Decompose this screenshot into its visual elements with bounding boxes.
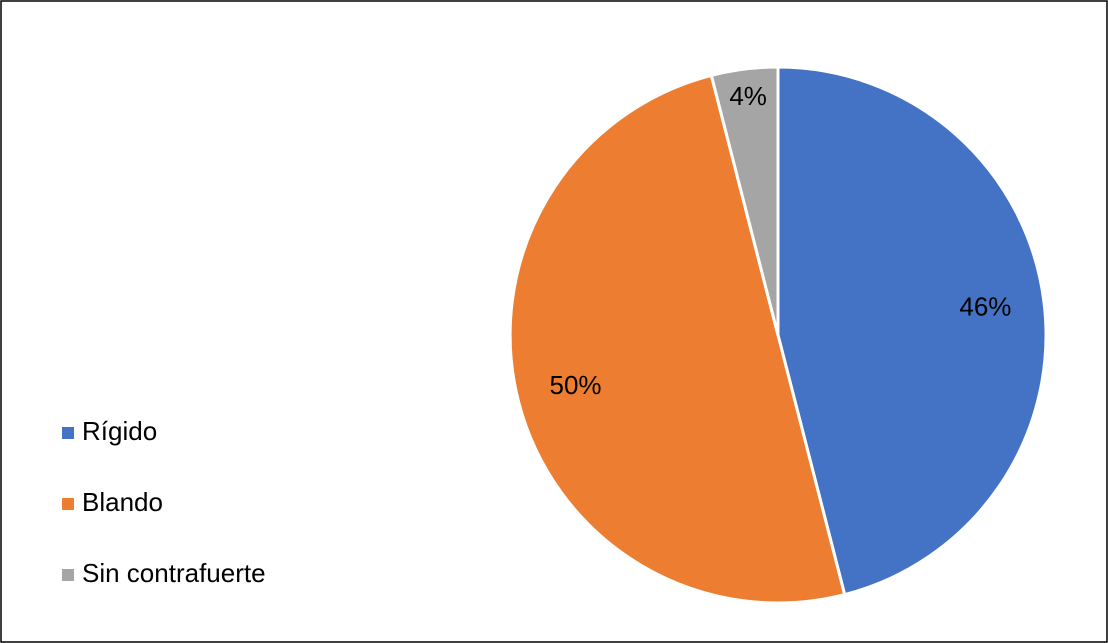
legend-label: Blando — [82, 487, 163, 517]
legend-label: Rígido — [82, 416, 157, 446]
legend-label: Sin contrafuerte — [82, 558, 266, 588]
pie-slice — [709, 65, 780, 336]
data-label: 4% — [729, 81, 767, 111]
legend-swatch — [62, 498, 74, 510]
legend-swatch — [62, 427, 74, 439]
legend-swatch — [62, 569, 74, 581]
data-label: 50% — [550, 370, 602, 400]
pie-slice — [508, 73, 847, 605]
pie-slice — [776, 65, 1048, 597]
data-label: 46% — [959, 292, 1011, 322]
